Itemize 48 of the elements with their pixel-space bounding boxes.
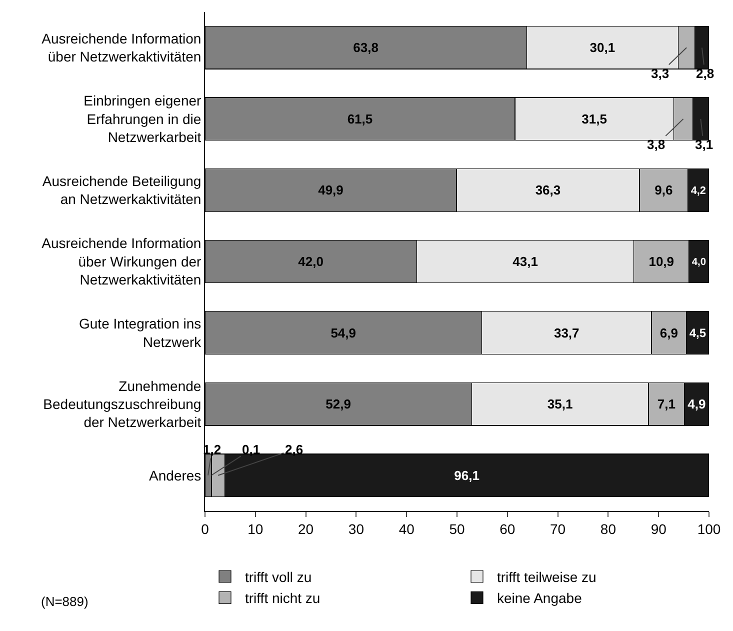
legend-label: keine Angabe: [497, 590, 582, 606]
data-label: 7,1: [657, 396, 676, 412]
data-label: 54,9: [330, 325, 356, 340]
legend-label: trifft voll zu: [245, 568, 312, 585]
y-tick-label: Ausreichende Information über Wirkungen der Netzwerkaktivitäten: [42, 235, 202, 288]
data-label: 10,9: [648, 254, 674, 269]
y-tick-label: Zunehmende Bedeutungszuschreibung der Netzwerkarbeit: [43, 378, 202, 430]
data-label: 52,9: [326, 396, 351, 412]
x-tick-label: 90: [650, 520, 667, 537]
y-tick-label: Ausreichende Beteiligung an Netzwerkaktivitäten: [42, 173, 202, 208]
y-tick-label: Anderes: [149, 467, 202, 484]
x-tick-label: 30: [348, 520, 364, 537]
x-tick-label: 80: [600, 520, 616, 537]
x-tick-label: 40: [398, 520, 415, 537]
data-label: 6,9: [660, 325, 678, 340]
x-tick-label: 60: [500, 520, 516, 537]
y-tick-label: Einbringen eigener Erfahrungen in die Netzwerkarbeit: [84, 92, 202, 146]
data-label: 3,3: [651, 66, 670, 81]
y-tick-label: Ausreichende Information über Netzwerkaktivitäten: [42, 30, 202, 65]
legend-label: trifft nicht zu: [245, 590, 320, 606]
data-label: 61,5: [347, 111, 373, 126]
x-tick-label: 50: [449, 520, 465, 537]
text: (N=889): [41, 594, 88, 609]
data-label: 36,3: [535, 182, 561, 198]
data-label: 31,5: [582, 111, 607, 126]
y-tick-label: Gute Integration ins Netzwerk: [79, 316, 202, 350]
x-tick-label: 100: [697, 520, 721, 537]
data-label: 35,1: [547, 396, 573, 412]
x-tick-label: 10: [248, 520, 264, 537]
data-label: 4,0: [692, 257, 706, 268]
data-label: 30,1: [590, 40, 616, 56]
data-label: 96,1: [454, 468, 480, 483]
data-label: 2,8: [696, 66, 714, 81]
data-label: 4,2: [690, 184, 706, 197]
data-label: 63,8: [353, 40, 378, 56]
data-label: 4,5: [689, 326, 706, 340]
data-label: 3,8: [647, 137, 666, 152]
data-label: 43,1: [512, 254, 538, 269]
data-label: 42,0: [298, 254, 324, 269]
data-label: 33,7: [554, 325, 580, 340]
x-tick-label: 70: [550, 520, 566, 537]
data-label: 49,9: [318, 182, 344, 198]
x-tick-label: 20: [298, 520, 314, 537]
legend-label: trifft teilweise zu: [497, 568, 596, 585]
data-label: 3,1: [695, 137, 714, 152]
data-label: 4,9: [688, 396, 706, 412]
data-label: 9,6: [654, 182, 673, 198]
x-tick-label: 0: [201, 520, 210, 537]
